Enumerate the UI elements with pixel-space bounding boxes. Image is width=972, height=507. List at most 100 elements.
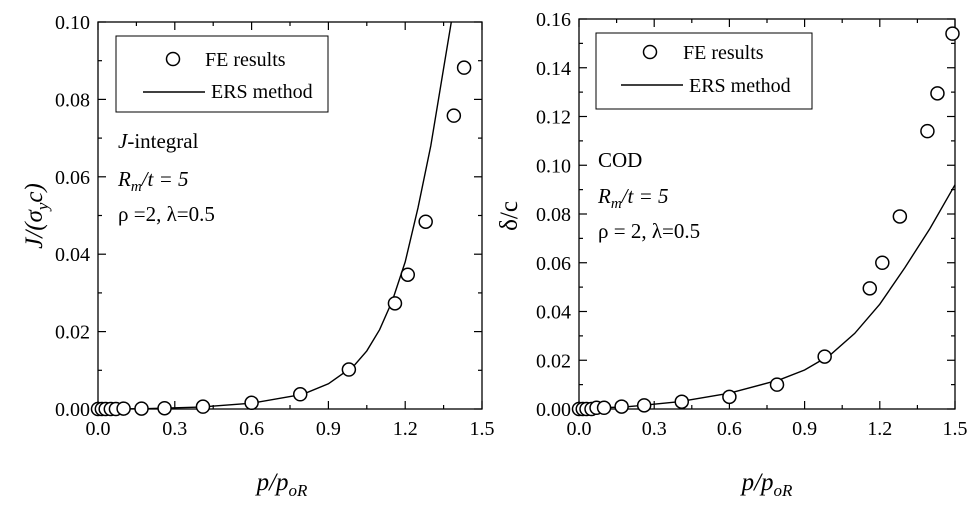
fe-point-left — [387, 296, 403, 311]
y-tick-label-right: 0.00 — [536, 399, 571, 421]
annotation-r-right: R — [597, 184, 611, 208]
fe-series-right — [571, 26, 960, 417]
annotation-right: COD Rm/t = 5 ρ = 2, λ=0.5 — [597, 148, 700, 243]
x-tick-label-right: 0.3 — [642, 418, 667, 440]
fe-point-right — [614, 399, 629, 414]
fe-point-left — [195, 399, 211, 414]
fe-point-right — [875, 255, 890, 270]
x-title-sub-right: oR — [774, 481, 794, 500]
x-tick-label-left: 0.0 — [86, 418, 111, 440]
x-tick-label-left: 0.3 — [162, 418, 187, 440]
y-tick-label-left: 0.10 — [55, 12, 90, 34]
fe-point-right — [862, 281, 878, 296]
legend-fe-marker-left — [165, 51, 181, 67]
legend-ers-label-left: ERS method — [211, 81, 313, 103]
fe-point-right — [596, 400, 612, 416]
ticks-right: 0.0 0.3 0.6 0.9 1.2 1.5 0.00 0.02 0.04 0.06 0.08 0.… — [536, 9, 968, 440]
annotation-line1-right: COD — [598, 148, 642, 172]
y-tick-label-right: 0.12 — [536, 107, 571, 129]
fe-point-left — [446, 108, 462, 123]
fe-point-left — [418, 214, 433, 229]
fe-series-left — [90, 60, 472, 417]
fe-point-right — [769, 377, 785, 392]
y-tick-label-left: 0.08 — [55, 89, 90, 111]
annotation-r-sub-right: m — [611, 196, 622, 212]
x-tick-label-left: 0.6 — [239, 418, 264, 440]
y-tick-label-right: 0.08 — [536, 204, 571, 226]
fe-point-right — [674, 394, 690, 409]
legend-right: FE results ERS method — [595, 32, 813, 110]
chart-right: 0.0 0.3 0.6 0.9 1.2 1.5 0.00 0.02 0.04 0.06 0.08 0.… — [496, 9, 968, 500]
x-axis-title-left: p/poR — [255, 469, 308, 500]
fe-point-right — [892, 209, 908, 224]
fe-point-left — [244, 395, 259, 411]
x-tick-label-left: 1.2 — [393, 418, 418, 440]
fe-point-right — [945, 26, 960, 41]
x-title-main-left: p/p — [255, 469, 289, 496]
y-title-main-left: J/(σ — [21, 208, 48, 248]
legend-box-left — [115, 35, 329, 113]
annotation-line3-right: ρ = 2, λ=0.5 — [598, 219, 700, 243]
annotation-rt-right: /t = 5 — [621, 184, 669, 208]
y-title-sub-left: y — [33, 202, 52, 212]
x-tick-label-right: 0.0 — [567, 418, 592, 440]
legend-fe-label-left: FE results — [205, 49, 286, 71]
ers-series-right — [578, 184, 956, 410]
annotation-line2-right: Rm/t = 5 — [597, 184, 669, 212]
x-tick-label-right: 1.5 — [943, 418, 968, 440]
x-tick-label-right: 0.6 — [717, 418, 742, 440]
annotation-r-left: R — [117, 167, 131, 191]
chart-left: 0.0 0.3 0.6 0.9 1.2 1.5 0.00 0.02 0.04 0.06 0.08 0.… — [21, 12, 495, 500]
fe-point-left — [341, 362, 357, 377]
annotation-j-italic: J — [118, 129, 129, 153]
fe-point-left — [292, 387, 308, 402]
annotation-line2-left: Rm/t = 5 — [117, 167, 189, 195]
fe-point-right — [722, 389, 737, 405]
annotation-j-rest: -integral — [127, 129, 198, 153]
x-tick-label-right: 1.2 — [867, 418, 892, 440]
ers-line-right — [578, 184, 956, 410]
fe-point-left — [400, 267, 416, 282]
x-title-sub-left: oR — [289, 481, 309, 500]
fe-point-right — [920, 123, 935, 139]
ers-series-left — [97, 21, 452, 410]
x-axis-title-right: p/poR — [740, 469, 793, 500]
legend-fe-marker-right — [642, 44, 658, 60]
annotation-line3-left: ρ =2, λ=0.5 — [118, 202, 215, 226]
y-tick-label-left: 0.06 — [55, 167, 90, 189]
y-axis-title-left: J/(σyc) — [21, 183, 52, 249]
y-title-tail-left: c) — [21, 183, 48, 202]
annotation-left: J-integral Rm/t = 5 ρ =2, λ=0.5 — [117, 129, 215, 226]
legend-left: FE results ERS method — [115, 35, 329, 113]
legend-ers-label-right: ERS method — [689, 75, 791, 97]
annotation-cod: COD — [598, 148, 642, 172]
y-tick-label-right: 0.10 — [536, 155, 571, 177]
fe-point-right — [930, 86, 945, 101]
y-tick-label-right: 0.14 — [536, 58, 571, 80]
y-tick-label-right: 0.04 — [536, 302, 571, 324]
y-tick-label-right: 0.06 — [536, 253, 571, 275]
annotation-r-sub-left: m — [131, 179, 142, 195]
y-tick-label-right: 0.02 — [536, 350, 571, 372]
ers-line-left — [97, 21, 452, 410]
y-tick-label-left: 0.02 — [55, 322, 90, 344]
y-title-main-right: δ/c — [496, 201, 523, 231]
fe-point-left — [456, 60, 472, 75]
fe-point-right — [636, 398, 652, 413]
y-tick-label-left: 0.00 — [55, 399, 90, 421]
x-title-main-right: p/p — [740, 469, 774, 496]
y-tick-label-left: 0.04 — [55, 244, 90, 266]
legend-box-right — [595, 32, 813, 110]
x-tick-label-right: 0.9 — [792, 418, 817, 440]
y-axis-title-right: δ/c — [496, 201, 523, 231]
annotation-line1-left: J-integral — [118, 129, 199, 153]
annotation-rt-left: /t = 5 — [141, 167, 189, 191]
x-tick-label-left: 1.5 — [470, 418, 495, 440]
x-tick-label-left: 0.9 — [316, 418, 341, 440]
ticks-left: 0.0 0.3 0.6 0.9 1.2 1.5 0.00 0.02 0.04 0.06 0.08 0.… — [55, 12, 495, 440]
fe-point-left — [116, 401, 131, 416]
y-tick-label-right: 0.16 — [536, 9, 571, 31]
fe-point-left — [134, 401, 149, 416]
fe-point-right — [817, 349, 832, 364]
